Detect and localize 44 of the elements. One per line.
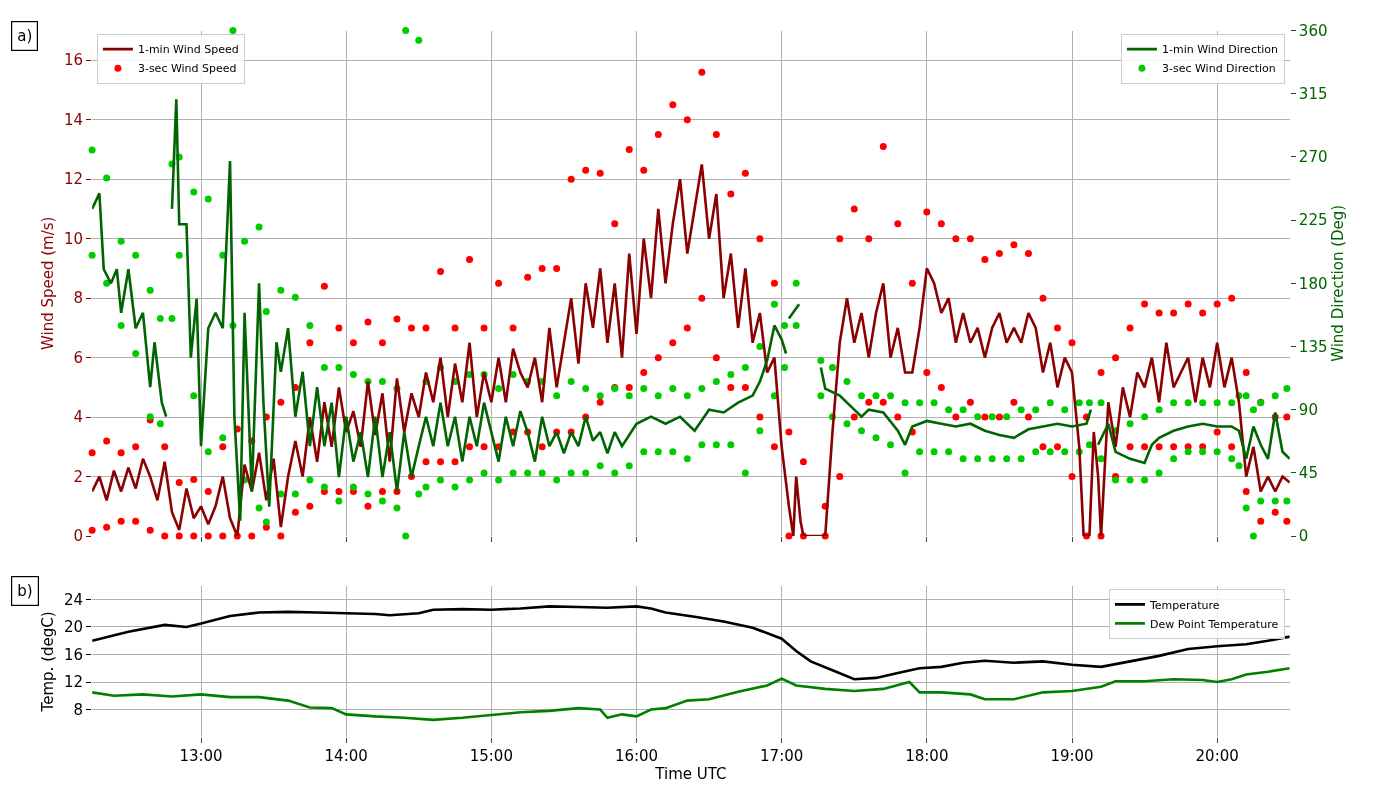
y2-tick-label: 270 [1298,148,1328,167]
y2-tick-label: 360 [1298,21,1328,40]
legend-label: 1-min Wind Direction [1161,43,1279,57]
legend-label: Temperature [1148,598,1220,612]
y2-tick-label: 315 [1298,84,1328,103]
y-tick-label: 24 [63,590,84,609]
y2-tick-label: 0 [1298,527,1309,546]
y-tick-label: 0 [73,527,84,546]
y-axis-title: Wind Speed (m/s) [39,216,58,351]
text: b) [17,582,33,601]
x-tick-label: 13:00 [179,747,223,766]
x-tick-label: 17:00 [760,747,804,766]
x-tick-label: 19:00 [1050,747,1094,766]
y-axis-title: Temp. (degC) [39,611,58,713]
x-tick-label: 14:00 [324,747,368,766]
y-tick-label: 8 [73,700,84,719]
y-tick-label: 6 [73,348,84,367]
y2-tick-label: 135 [1298,337,1328,356]
legend-label: 1-min Wind Speed [137,43,239,57]
y2-tick-label: 45 [1298,464,1318,483]
y-tick-label: 10 [63,229,84,248]
y-tick-label: 20 [63,618,84,637]
y-tick-label: 14 [63,110,84,129]
y-tick-label: 4 [73,408,84,427]
y2-tick-label: 225 [1298,211,1328,230]
legend-label: 3-sec Wind Direction [1161,62,1276,76]
x-tick-label: 18:00 [905,747,949,766]
y2-tick-label: 90 [1298,400,1318,419]
y2-axis-title: Wind Direction (Deg) [1329,204,1348,362]
x-axis-title: Time UTC [654,765,727,784]
x-tick-label: 15:00 [469,747,513,766]
y-tick-label: 12 [63,170,84,189]
legend-label: 3-sec Wind Speed [137,62,237,76]
y-tick-label: 2 [73,467,84,486]
y-tick-label: 16 [63,645,84,664]
y-tick-label: 16 [63,51,84,70]
line-series [92,666,1290,722]
y2-tick-label: 180 [1298,274,1328,293]
x-tick-label: 20:00 [1195,747,1239,766]
x-tick-label: 16:00 [614,747,659,766]
y-tick-label: 8 [73,289,84,308]
text: a) [17,27,33,46]
y-tick-label: 12 [63,673,84,692]
legend-label: Dew Point Temperature [1149,617,1279,631]
